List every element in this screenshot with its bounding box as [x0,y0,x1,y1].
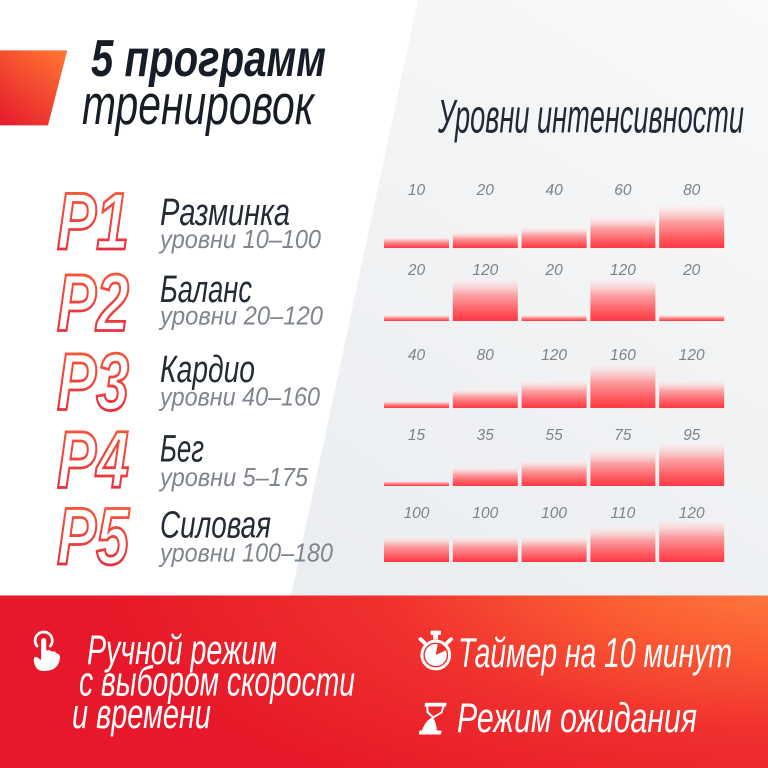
svg-text:20: 20 [544,262,563,279]
svg-text:100: 100 [404,505,430,522]
svg-text:20: 20 [476,182,495,199]
svg-text:40: 40 [545,182,563,199]
svg-text:P3: P3 [57,338,129,428]
svg-text:Ручной режим: Ручной режим [87,626,277,673]
svg-text:20: 20 [682,262,701,279]
svg-text:P2: P2 [57,259,129,349]
svg-text:с выбором скорости: с выбором скорости [79,658,355,705]
svg-text:уровни 20–120: уровни 20–120 [158,301,323,331]
svg-text:75: 75 [614,427,632,444]
svg-text:Уровни интенсивности: Уровни интенсивности [437,90,744,143]
svg-text:100: 100 [472,505,498,522]
svg-text:уровни 40–160: уровни 40–160 [158,382,320,412]
svg-text:Режим ожидания: Режим ожидания [457,694,697,741]
svg-text:уровни 100–180: уровни 100–180 [158,538,333,568]
svg-text:уровни 5–175: уровни 5–175 [158,462,308,492]
svg-text:120: 120 [541,347,567,364]
svg-text:Разминка: Разминка [160,192,290,234]
svg-text:160: 160 [610,347,636,364]
svg-text:P5: P5 [57,492,130,582]
svg-text:35: 35 [477,427,495,444]
svg-text:80: 80 [477,347,495,364]
svg-text:60: 60 [614,182,632,199]
svg-text:P1: P1 [57,177,129,267]
svg-text:Бег: Бег [160,429,204,471]
svg-text:80: 80 [683,182,701,199]
svg-text:40: 40 [408,347,426,364]
svg-text:120: 120 [610,262,636,279]
svg-text:10: 10 [408,182,426,199]
svg-text:тренировок: тренировок [82,73,315,137]
svg-text:уровни 10–100: уровни 10–100 [158,224,321,254]
svg-text:Таймер на 10 минут: Таймер на 10 минут [458,629,732,676]
svg-text:20: 20 [407,262,426,279]
svg-text:P4: P4 [57,416,129,506]
svg-text:5 программ: 5 программ [91,30,326,88]
svg-text:и времени: и времени [72,690,211,737]
svg-text:110: 110 [611,505,636,522]
svg-text:120: 120 [679,347,705,364]
svg-text:15: 15 [408,427,426,444]
svg-text:120: 120 [679,505,705,522]
svg-text:Кардио: Кардио [160,349,255,391]
svg-text:Силовая: Силовая [160,505,271,547]
svg-text:120: 120 [472,262,498,279]
svg-text:95: 95 [683,427,701,444]
svg-text:100: 100 [541,505,567,522]
svg-text:Баланс: Баланс [160,269,252,311]
svg-text:55: 55 [545,427,563,444]
